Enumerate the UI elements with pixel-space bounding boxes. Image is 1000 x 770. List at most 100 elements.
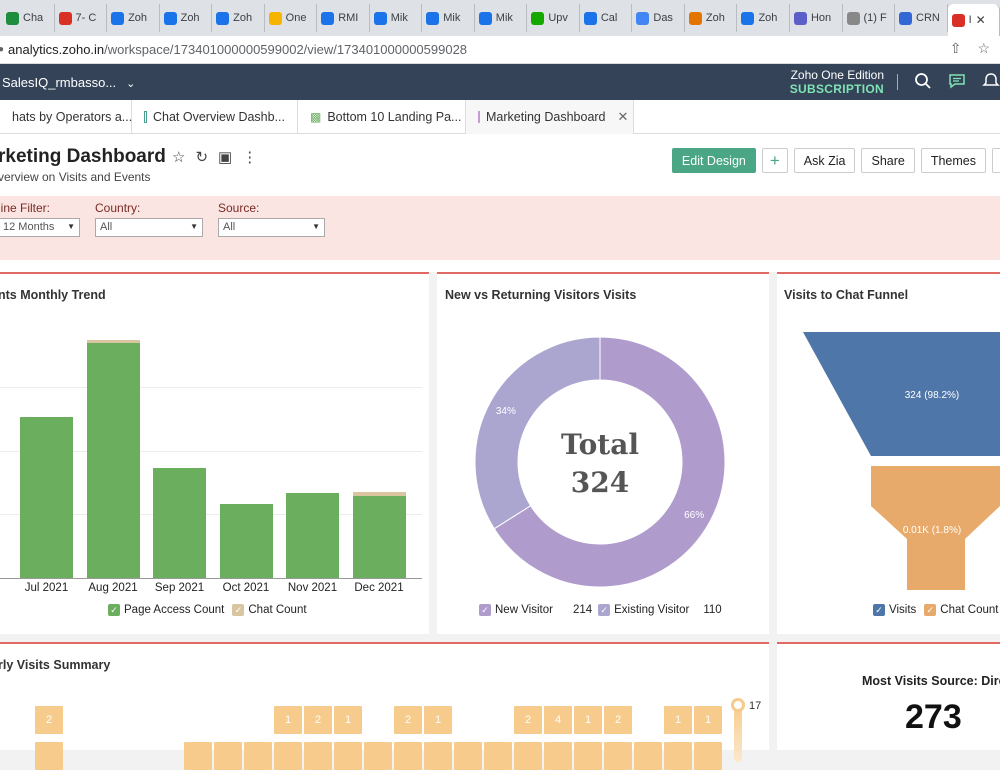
heatmap-cell[interactable]: [694, 742, 722, 770]
checkbox-icon[interactable]: ✓: [232, 604, 245, 616]
heatmap-cell[interactable]: 1: [574, 706, 602, 734]
browser-tab[interactable]: Mik: [370, 4, 423, 32]
heatmap-cell[interactable]: [484, 742, 512, 770]
bar-page-access-count[interactable]: [286, 493, 339, 578]
search-icon[interactable]: [914, 72, 932, 90]
heatmap-cell[interactable]: [274, 742, 302, 770]
new-vs-returning-panel: New vs Returning Visitors Visits 66% 34% T…: [437, 272, 769, 634]
browser-tab[interactable]: Cha: [2, 4, 55, 32]
browser-tab[interactable]: CRN: [895, 4, 948, 32]
heatmap-cell[interactable]: [604, 742, 632, 770]
checkbox-icon[interactable]: ✓: [924, 604, 937, 616]
heatmap-cell[interactable]: 1: [274, 706, 302, 734]
browser-tab[interactable]: One: [265, 4, 318, 32]
heatmap-cell[interactable]: 2: [394, 706, 422, 734]
heatmap-cell[interactable]: 1: [424, 706, 452, 734]
source-select[interactable]: All ▼: [218, 218, 325, 237]
edit-design-button[interactable]: Edit Design: [671, 148, 756, 173]
checkbox-icon[interactable]: ✓: [598, 604, 611, 616]
browser-tab[interactable]: Das: [632, 4, 685, 32]
address-bar[interactable]: ● analytics.zoho.in/workspace/1734010000…: [0, 36, 1000, 64]
export-button[interactable]: ↗: [992, 148, 1000, 173]
bar-chat-count[interactable]: [352, 491, 406, 496]
checkbox-icon[interactable]: ✓: [108, 604, 120, 616]
bar-page-access-count[interactable]: [20, 416, 73, 578]
heatmap-cell[interactable]: [544, 742, 572, 770]
bar-page-access-count[interactable]: [219, 504, 273, 578]
workspace-selector[interactable]: SalesIQ_rmbasso... ⌄: [2, 74, 136, 90]
checkbox-icon[interactable]: ✓: [479, 604, 491, 616]
themes-button[interactable]: Themes: [920, 148, 986, 173]
browser-tab[interactable]: Upv: [527, 4, 580, 32]
heatmap-cell[interactable]: [214, 742, 242, 770]
bell-icon[interactable]: [982, 72, 1000, 90]
add-button[interactable]: +: [761, 148, 788, 173]
bar-page-access-count[interactable]: [86, 342, 140, 578]
heatmap-cell[interactable]: 2: [304, 706, 332, 734]
heatmap-cell[interactable]: 1: [664, 706, 692, 734]
browser-tab[interactable]: 7- C: [55, 4, 108, 32]
donut-slice[interactable]: [493, 336, 726, 588]
tab-bottom-10-landing[interactable]: ▩ Bottom 10 Landing Pa...: [298, 100, 466, 134]
heatmap-cell[interactable]: [634, 742, 662, 770]
heatmap-cell[interactable]: [424, 742, 452, 770]
funnel-stage-visits[interactable]: [803, 332, 1000, 456]
country-select[interactable]: All ▼: [95, 218, 203, 237]
browser-tab[interactable]: Zoh: [685, 4, 738, 32]
browser-tab[interactable]: I ✕: [947, 4, 1000, 36]
browser-tab[interactable]: Hon: [790, 4, 843, 32]
heatmap-cell[interactable]: 2: [35, 706, 63, 734]
heatmap-cell[interactable]: 1: [694, 706, 722, 734]
bar-page-access-count[interactable]: [153, 467, 206, 578]
browser-tab[interactable]: Zoh: [160, 4, 213, 32]
heatmap-cell[interactable]: [334, 742, 362, 770]
tab-marketing-dashboard[interactable]: Marketing Dashboard ✕: [466, 100, 634, 134]
heatmap-cell[interactable]: [304, 742, 332, 770]
favicon-icon: [846, 11, 860, 25]
browser-tab[interactable]: Zoh: [737, 4, 790, 32]
tab-chats-by-operators[interactable]: hats by Operators a...: [0, 100, 132, 134]
heatmap-cell[interactable]: 2: [514, 706, 542, 734]
url-text[interactable]: analytics.zoho.in/workspace/173401000000…: [8, 42, 468, 57]
timeline-select[interactable]: 12 Months ▼: [0, 218, 80, 237]
heatmap-cell[interactable]: [574, 742, 602, 770]
panel-title: Visits to Chat Funnel: [784, 288, 909, 302]
more-options-icon[interactable]: ⋮: [242, 149, 258, 166]
tab-chat-overview[interactable]: Chat Overview Dashb...: [132, 100, 298, 134]
share-button[interactable]: Share: [861, 148, 915, 173]
browser-tab[interactable]: Cal: [580, 4, 633, 32]
subscription-link[interactable]: SUBSCRIPTION: [789, 82, 884, 96]
close-icon[interactable]: ✕: [617, 109, 629, 124]
bar-chat-count[interactable]: [86, 340, 140, 343]
browser-tab[interactable]: Mik: [475, 4, 528, 32]
scale-handle[interactable]: [731, 698, 745, 712]
heatmap-cell[interactable]: [514, 742, 542, 770]
browser-tab[interactable]: RMI: [317, 4, 370, 32]
heatmap-cell[interactable]: [364, 742, 392, 770]
chat-icon[interactable]: [948, 72, 966, 90]
browser-tab[interactable]: (1) F: [843, 4, 896, 32]
browser-tab[interactable]: Zoh: [107, 4, 160, 32]
ask-zia-button[interactable]: Ask Zia: [793, 148, 856, 173]
share-icon[interactable]: ⇧: [949, 40, 962, 56]
heatmap-cell[interactable]: 4: [544, 706, 572, 734]
save-icon[interactable]: ▣: [218, 149, 233, 166]
bar-page-access-count[interactable]: [352, 495, 406, 578]
heatmap-cell[interactable]: [184, 742, 212, 770]
heatmap-cell[interactable]: [394, 742, 422, 770]
heatmap-cell[interactable]: [244, 742, 272, 770]
refresh-icon[interactable]: ↻: [195, 149, 209, 166]
heatmap-cell[interactable]: [664, 742, 692, 770]
donut-slice[interactable]: [474, 336, 601, 530]
favorite-star-icon[interactable]: ☆: [172, 149, 186, 166]
funnel-stage-chat-count[interactable]: [871, 466, 1000, 590]
bookmark-star-icon[interactable]: ☆: [977, 40, 990, 56]
checkbox-icon[interactable]: ✓: [873, 604, 885, 616]
heatmap-cell[interactable]: [454, 742, 482, 770]
heatmap-cell[interactable]: 2: [604, 706, 632, 734]
browser-tab[interactable]: Mik: [422, 4, 475, 32]
browser-tab[interactable]: Zoh: [212, 4, 265, 32]
close-tab-icon[interactable]: ✕: [975, 13, 986, 27]
heatmap-cell[interactable]: 1: [334, 706, 362, 734]
heatmap-cell[interactable]: [35, 742, 63, 770]
